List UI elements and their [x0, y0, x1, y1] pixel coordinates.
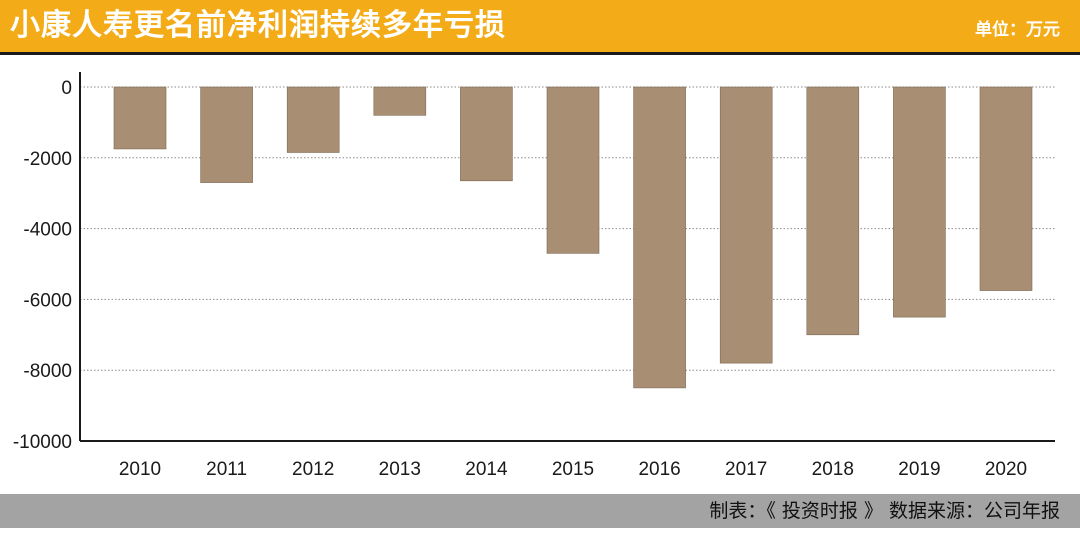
bar — [200, 86, 253, 183]
x-tick-label: 2020 — [985, 459, 1027, 480]
tick-labels: 0 -2000 -4000 -6000 -8000 -10000 2010 2011 2012 2… — [13, 78, 1027, 480]
axes — [79, 72, 1055, 442]
bar — [113, 86, 167, 150]
x-tick-label: 2017 — [725, 459, 767, 480]
x-tick-label: 2015 — [552, 459, 594, 480]
x-tick-label: 2014 — [465, 459, 508, 480]
unit-label: 单位：万元 — [975, 20, 1060, 40]
y-tick-label: -2000 — [23, 149, 72, 170]
bars — [113, 86, 1033, 389]
bar — [893, 86, 946, 318]
chart-title: 小康人寿更名前净利润持续多年亏损 — [10, 8, 506, 43]
bar — [806, 86, 860, 336]
x-tick-label: 2019 — [898, 459, 940, 480]
source-text: 制表：《 投资时报 》 数据来源：公司年报 — [709, 500, 1060, 522]
y-tick-label: 0 — [61, 78, 72, 99]
x-tick-label: 2010 — [119, 459, 161, 480]
bar — [719, 86, 773, 364]
bar — [286, 86, 340, 153]
y-tick-label: -6000 — [23, 290, 72, 311]
bar — [373, 86, 427, 116]
y-tick-label: -10000 — [13, 432, 72, 453]
bar — [460, 86, 513, 182]
bar — [546, 86, 600, 254]
bar — [633, 86, 686, 389]
y-tick-label: -4000 — [23, 220, 72, 241]
bar — [979, 86, 1033, 291]
chart-header: 小康人寿更名前净利润持续多年亏损 单位：万元 — [0, 0, 1080, 55]
source-footer: 制表：《 投资时报 》 数据来源：公司年报 — [0, 494, 1080, 528]
x-tick-label: 2018 — [812, 459, 854, 480]
x-tick-label: 2013 — [379, 459, 421, 480]
x-tick-label: 2016 — [638, 459, 680, 480]
y-tick-label: -8000 — [23, 361, 72, 382]
x-tick-label: 2011 — [206, 459, 247, 480]
x-tick-label: 2012 — [292, 459, 334, 480]
